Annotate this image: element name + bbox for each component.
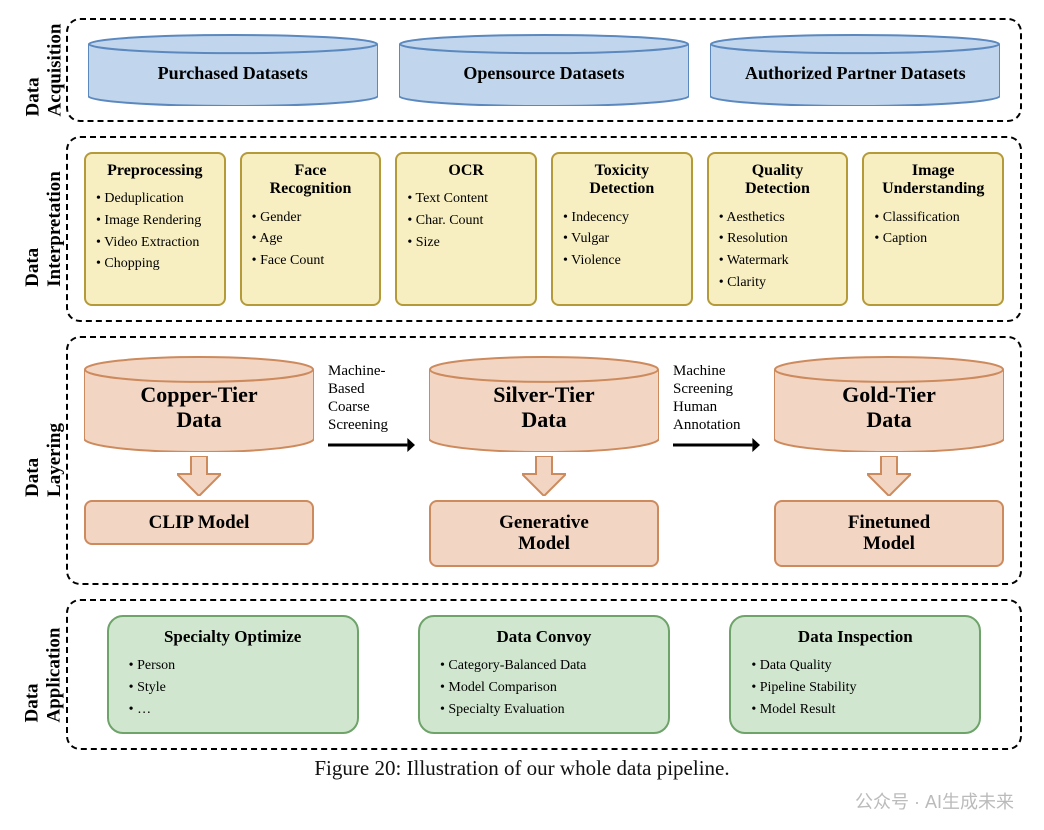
list-item: Clarity [719, 272, 837, 294]
list-item: Person [129, 655, 341, 677]
acquisition-cylinder: Opensource Datasets [395, 34, 692, 106]
down-arrow-icon [522, 456, 566, 496]
down-arrow-icon [177, 456, 221, 496]
card-title: Face Recognition [252, 162, 370, 199]
acquisition-cylinder: Purchased Datasets [84, 34, 381, 106]
figure-caption: Figure 20: Illustration of our whole dat… [22, 756, 1022, 781]
tier-cylinder: Copper-Tier Data [84, 356, 314, 452]
list-item: Gender [252, 207, 370, 229]
tier-column: Copper-Tier Data CLIP Model [84, 356, 314, 568]
list-item: Text Content [407, 188, 525, 210]
row-label-interpretation: Data Interpretation [22, 136, 66, 322]
model-box: Finetuned Model [774, 500, 1004, 568]
list-item: Vulgar [563, 228, 681, 250]
list-item: Category-Balanced Data [440, 655, 652, 677]
list-item: Watermark [719, 250, 837, 272]
list-item: Indecency [563, 207, 681, 229]
list-item: Resolution [719, 228, 837, 250]
interpretation-card: Preprocessing DeduplicationImage Renderin… [84, 152, 226, 306]
interpretation-card: OCR Text ContentChar. CountSize [395, 152, 537, 306]
list-item: Aesthetics [719, 207, 837, 229]
tier-label: Gold-Tier Data [774, 356, 1004, 452]
row-label-acquisition: Data Acquisition [22, 18, 66, 122]
acquisition-cylinder: Authorized Partner Datasets [707, 34, 1004, 106]
list-item: Caption [874, 228, 992, 250]
application-card: Data Convoy Category-Balanced DataModel C… [418, 615, 670, 734]
application-card: Specialty Optimize PersonStyle… [107, 615, 359, 734]
list-item: Pipeline Stability [751, 677, 963, 699]
row-layering: Data Layering Copper-Tier Data CLIP Mode… [22, 336, 1022, 586]
row-label-layering: Data Layering [22, 336, 66, 586]
row-application: Data Application Specialty Optimize Perso… [22, 599, 1022, 750]
tier-label: Copper-Tier Data [84, 356, 314, 452]
row-label-application: Data Application [22, 599, 66, 750]
card-title: OCR [407, 162, 525, 180]
application-card: Data Inspection Data QualityPipeline Stab… [729, 615, 981, 734]
tier-cylinder: Gold-Tier Data [774, 356, 1004, 452]
card-title: Data Convoy [436, 627, 652, 647]
list-item: Image Rendering [96, 210, 214, 232]
interpretation-box: Preprocessing DeduplicationImage Renderin… [66, 136, 1022, 322]
arrow-text: Machine Screening Human Annotation [673, 362, 760, 434]
card-title: Quality Detection [719, 162, 837, 199]
acquisition-box: Purchased Datasets Opensource Datasets A… [66, 18, 1022, 122]
tier-column: Gold-Tier Data Finetuned Model [774, 356, 1004, 568]
layering-box: Copper-Tier Data CLIP Model Machine-Base… [66, 336, 1022, 586]
arrow-text: Machine-Based Coarse Screening [328, 362, 415, 434]
list-item: Style [129, 677, 341, 699]
watermark-text: 公众号 · AI生成未来 [855, 788, 1014, 814]
interpretation-card: Toxicity Detection IndecencyVulgarViolenc… [551, 152, 693, 306]
list-item: Age [252, 228, 370, 250]
tier-cylinder: Silver-Tier Data [429, 356, 659, 452]
list-item: Video Extraction [96, 232, 214, 254]
right-arrow-icon [673, 436, 760, 454]
card-title: Image Understanding [874, 162, 992, 199]
interpretation-card: Quality Detection AestheticsResolutionWat… [707, 152, 849, 306]
row-interpretation: Data Interpretation Preprocessing Dedupli… [22, 136, 1022, 322]
list-item: Chopping [96, 253, 214, 275]
card-title: Specialty Optimize [125, 627, 341, 647]
list-item: Face Count [252, 250, 370, 272]
transition-arrow: Machine Screening Human Annotation [673, 356, 760, 568]
interpretation-card: Face Recognition GenderAgeFace Count [240, 152, 382, 306]
card-title: Preprocessing [96, 162, 214, 180]
tier-label: Silver-Tier Data [429, 356, 659, 452]
list-item: Deduplication [96, 188, 214, 210]
application-box: Specialty Optimize PersonStyle… Data Convo… [66, 599, 1022, 750]
interpretation-card: Image Understanding ClassificationCaption [862, 152, 1004, 306]
list-item: Model Comparison [440, 677, 652, 699]
tier-column: Silver-Tier Data Generative Model [429, 356, 659, 568]
card-title: Data Inspection [747, 627, 963, 647]
cylinder-label: Purchased Datasets [84, 34, 381, 106]
list-item: Char. Count [407, 210, 525, 232]
list-item: Size [407, 232, 525, 254]
list-item: Model Result [751, 699, 963, 721]
model-box: CLIP Model [84, 500, 314, 546]
list-item: Classification [874, 207, 992, 229]
list-item: … [129, 699, 341, 721]
right-arrow-icon [328, 436, 415, 454]
transition-arrow: Machine-Based Coarse Screening [328, 356, 415, 568]
card-title: Toxicity Detection [563, 162, 681, 199]
model-box: Generative Model [429, 500, 659, 568]
list-item: Violence [563, 250, 681, 272]
row-acquisition: Data Acquisition Purchased Datasets Open… [22, 18, 1022, 122]
list-item: Specialty Evaluation [440, 699, 652, 721]
cylinder-label: Authorized Partner Datasets [707, 34, 1004, 106]
cylinder-label: Opensource Datasets [395, 34, 692, 106]
down-arrow-icon [867, 456, 911, 496]
list-item: Data Quality [751, 655, 963, 677]
